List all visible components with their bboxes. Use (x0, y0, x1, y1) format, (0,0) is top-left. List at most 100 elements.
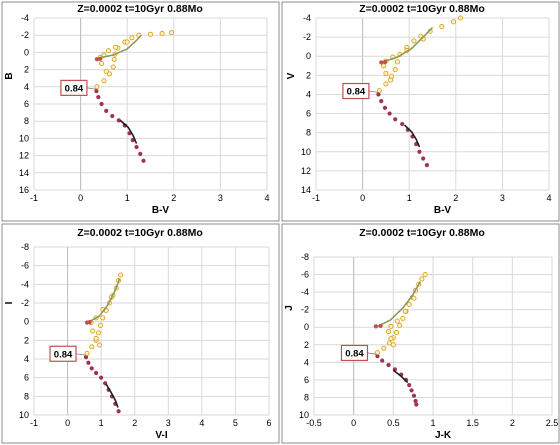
y-tick-label: 6 (24, 373, 29, 383)
data-point (99, 61, 105, 67)
annotation-box (340, 344, 369, 362)
annotation-leader (368, 90, 379, 93)
data-point (106, 71, 113, 77)
y-tick-label: -2 (303, 32, 311, 42)
annotation-label: 0.84 (347, 87, 366, 98)
data-point (457, 15, 464, 21)
data-point (89, 344, 95, 350)
annotation-box (49, 345, 77, 362)
y-tick-label: 4 (24, 82, 29, 92)
chart-panel-4: -0.5 0 0.5 1 1.5 2 2.5 -8 -6 -4 -2 0 2 4 6 8 10 Z=0.0002 … (281, 223, 560, 444)
y-tick-label: 14 (301, 185, 311, 195)
annotation-box (342, 82, 370, 100)
chart-title: Z=0.0002 t=10Gyr 0.88Mo (359, 3, 485, 15)
x-tick-label: -1 (312, 193, 320, 203)
y-tick-label: -8 (21, 242, 29, 252)
annotation-leader (75, 353, 87, 356)
x-tick-label: -1 (30, 418, 38, 428)
data-point (409, 388, 414, 393)
y-tick-label: 0 (24, 47, 29, 57)
data-point (390, 342, 396, 348)
data-point (379, 99, 384, 104)
y-tick-label: 0 (24, 317, 29, 327)
series-line (392, 369, 409, 384)
x-tick-label: -1 (30, 193, 38, 203)
data-point (421, 156, 426, 161)
x-axis-title: B-V (434, 205, 452, 216)
data-point (110, 64, 116, 70)
y-tick-label: -2 (301, 305, 309, 315)
data-point (393, 329, 400, 336)
x-tick-label: 1 (407, 193, 412, 203)
annotation-leader (86, 87, 97, 90)
x-tick-label: 6 (266, 418, 271, 428)
data-point (392, 67, 398, 73)
series-line (96, 34, 142, 60)
x-tick-label: 2.5 (546, 418, 559, 428)
y-tick-label: 10 (19, 410, 29, 420)
data-point (94, 88, 99, 94)
y-tick-label: 6 (304, 375, 309, 385)
data-point (413, 398, 418, 404)
y-tick-label: -2 (21, 298, 29, 308)
y-tick-label: 2 (24, 335, 29, 345)
y-tick-label: 4 (24, 354, 29, 364)
annotation-label: 0.84 (65, 83, 84, 94)
data-point (84, 350, 90, 356)
y-tick-label: 12 (19, 151, 29, 161)
data-point (89, 366, 94, 371)
data-point (411, 393, 417, 398)
x-tick-label: 4 (546, 193, 551, 203)
y-tick-label: -4 (21, 13, 29, 23)
data-point (93, 335, 99, 342)
data-point (168, 30, 175, 36)
data-point (110, 113, 115, 119)
data-point (422, 272, 428, 278)
x-tick-label: 1 (125, 193, 130, 203)
data-point (381, 345, 387, 351)
data-point (378, 323, 383, 329)
data-point (374, 350, 381, 356)
x-tick-label: 3 (218, 193, 223, 203)
data-point (87, 320, 92, 325)
y-tick-label: 0 (306, 51, 311, 61)
y-tick-label: 10 (301, 147, 311, 157)
data-point (394, 318, 400, 324)
y-tick-label: 2 (304, 340, 309, 350)
data-point (393, 117, 398, 122)
y-tick-label: 14 (19, 168, 29, 178)
y-tick-label: -8 (301, 252, 309, 262)
x-tick-label: 1 (430, 418, 435, 428)
data-point (394, 59, 401, 65)
y-tick-label: 8 (24, 391, 29, 401)
data-point (388, 77, 394, 83)
data-point (98, 56, 103, 61)
data-point (383, 70, 389, 76)
data-point (381, 63, 387, 69)
data-point (134, 144, 139, 150)
data-point (99, 101, 104, 107)
data-point (147, 31, 154, 37)
data-point (116, 409, 121, 414)
chart-panel-3: -1 0 1 2 3 4 5 6 -8 -6 -4 -2 0 2 4 6 8 10 Z=0.0002 t=10Gyr… (1, 223, 280, 444)
data-point (141, 158, 146, 163)
data-point (379, 60, 384, 65)
y-tick-label: -2 (21, 30, 29, 40)
y-tick-label: -6 (21, 261, 29, 271)
y-tick-label: 6 (306, 109, 311, 119)
panel-frame (1, 223, 280, 444)
data-point (383, 81, 389, 87)
x-tick-label: 2 (510, 418, 515, 428)
y-axis-title: B (4, 72, 15, 79)
x-tick-label: 4 (199, 418, 204, 428)
y-tick-label: 4 (304, 357, 309, 367)
data-point (382, 105, 388, 110)
data-point (388, 336, 394, 342)
x-tick-label: 0 (65, 418, 70, 428)
y-tick-label: 8 (306, 128, 311, 138)
x-tick-label: 1.5 (466, 418, 479, 428)
data-point (382, 59, 388, 65)
